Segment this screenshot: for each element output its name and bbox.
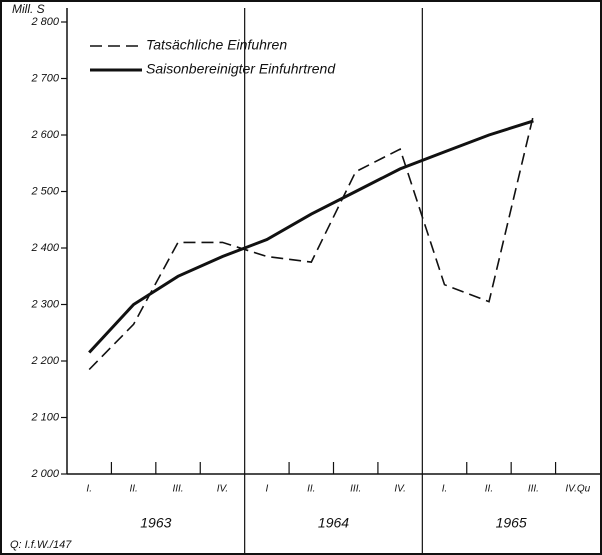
x-tick-label: II. (307, 484, 315, 495)
x-tick-label: III. (350, 484, 361, 495)
x-tick-label: II. (485, 484, 493, 495)
y-tick-label: 2 700 (30, 72, 59, 84)
x-tick-label: IV. (394, 484, 405, 495)
y-tick-label: 2 100 (30, 411, 59, 423)
legend-label: Tatsächliche Einfuhren (146, 37, 287, 53)
y-tick-label: 2 300 (30, 298, 59, 310)
y-tick-label: 2 200 (30, 355, 59, 367)
x-tick-label: III. (528, 484, 539, 495)
x-tick-label: I. (86, 484, 92, 495)
series-line (88, 115, 535, 371)
x-tick-label: IV.Qu (565, 484, 590, 495)
year-label: 1963 (140, 515, 171, 531)
series-line (88, 119, 534, 354)
y-tick-label: 2 500 (30, 185, 59, 197)
y-axis-title: Mill. S (12, 2, 45, 16)
x-tick-label: I. (442, 484, 448, 495)
year-label: 1964 (318, 515, 349, 531)
x-tick-label: IV. (217, 484, 228, 495)
legend-label: Saisonbereinigter Einfuhrtrend (146, 61, 336, 77)
year-label: 1965 (496, 515, 527, 531)
y-tick-label: 2 000 (30, 468, 59, 480)
y-tick-label: 2 600 (30, 129, 59, 141)
source: Q: I.f.W./147 (10, 539, 72, 551)
x-tick-label: I (265, 484, 268, 495)
y-tick-label: 2 400 (30, 242, 59, 254)
x-tick-label: III. (172, 484, 183, 495)
y-tick-label: 2 800 (30, 16, 59, 28)
x-tick-label: II. (129, 484, 137, 495)
